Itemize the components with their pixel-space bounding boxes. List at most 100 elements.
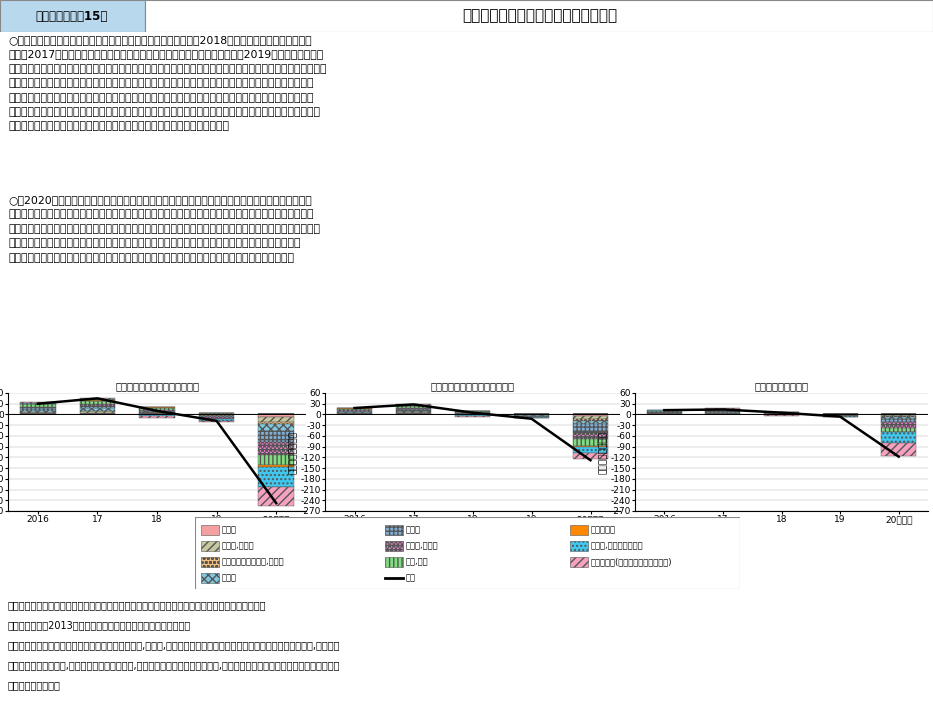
Bar: [20, 408, 56, 410]
Bar: [705, 408, 741, 409]
Bar: [573, 424, 608, 432]
Bar: [881, 422, 916, 428]
Bar: [199, 419, 234, 421]
Bar: [573, 453, 608, 459]
Bar: [573, 446, 608, 447]
Bar: [647, 412, 682, 413]
Bar: [396, 412, 431, 413]
Text: 医療,福祉: 医療,福祉: [406, 558, 428, 567]
Bar: [201, 541, 219, 551]
Bar: [573, 432, 608, 439]
Bar: [823, 416, 857, 417]
Bar: [201, 557, 219, 567]
Bar: [573, 421, 608, 424]
Text: 宿泊業,飲食サービス業: 宿泊業,飲食サービス業: [591, 541, 644, 551]
Bar: [881, 443, 916, 456]
Bar: [139, 413, 174, 415]
Bar: [139, 416, 174, 417]
Bar: [139, 412, 174, 413]
Bar: [199, 415, 234, 416]
Bar: [258, 467, 294, 486]
Bar: [454, 414, 490, 415]
Bar: [79, 400, 116, 401]
Text: 合計: 合計: [406, 573, 416, 582]
Bar: [201, 525, 219, 535]
Bar: [139, 415, 174, 416]
Bar: [139, 410, 174, 411]
Title: パートタイムを含む一般労働者: パートタイムを含む一般労働者: [115, 381, 199, 391]
Bar: [258, 441, 294, 455]
Bar: [881, 415, 916, 416]
Bar: [79, 410, 116, 411]
Bar: [573, 415, 608, 416]
Bar: [396, 404, 431, 405]
Bar: [396, 413, 431, 415]
Bar: [573, 447, 608, 453]
Bar: [79, 401, 116, 404]
Bar: [514, 415, 550, 416]
Bar: [881, 416, 916, 417]
Bar: [20, 412, 56, 413]
Text: 第１－（２）－15図: 第１－（２）－15図: [35, 9, 108, 23]
Bar: [881, 428, 916, 431]
Bar: [258, 486, 294, 506]
Text: サービス業(他に分類されないもの): サービス業(他に分類されないもの): [591, 558, 673, 567]
Bar: [396, 407, 431, 409]
Bar: [647, 411, 682, 412]
Text: ○　産業別の新規求人の動向を前年差でみると、一般労働者では2018年から、パートタイム労働者
　では2017年から、新規求人の前年からの増加幅は縮小傾向となって: ○ 産業別の新規求人の動向を前年差でみると、一般労働者では2018年から、パート…: [8, 35, 327, 131]
Bar: [385, 525, 403, 535]
Bar: [199, 417, 234, 419]
Bar: [570, 557, 588, 567]
Text: 卸売業,小売業: 卸売業,小売業: [406, 541, 439, 551]
Bar: [573, 419, 608, 421]
Bar: [705, 410, 741, 411]
Bar: [705, 409, 741, 410]
Bar: [79, 398, 116, 399]
Bar: [139, 407, 174, 410]
Bar: [20, 404, 56, 407]
Bar: [823, 415, 857, 416]
Bar: [201, 573, 219, 583]
Bar: [570, 525, 588, 535]
Bar: [764, 415, 799, 416]
Bar: [258, 424, 294, 431]
Text: （注）　１）2013年改定「日本標準産業分類」に基づく区分。: （注） １）2013年改定「日本標準産業分類」に基づく区分。: [8, 620, 191, 630]
Bar: [337, 414, 372, 415]
Bar: [573, 439, 608, 446]
Bar: [337, 410, 372, 412]
Bar: [570, 541, 588, 551]
Bar: [705, 411, 741, 412]
Text: 運輸業,郵便業: 運輸業,郵便業: [222, 541, 255, 551]
Bar: [20, 403, 56, 404]
Bar: [79, 408, 116, 410]
Bar: [145, 0, 933, 32]
Bar: [396, 406, 431, 407]
Bar: [20, 407, 56, 408]
Bar: [79, 399, 116, 400]
Bar: [258, 455, 294, 465]
Bar: [647, 410, 682, 411]
Bar: [705, 412, 741, 413]
Bar: [454, 412, 490, 413]
Bar: [454, 411, 490, 412]
Title: パートタイムを除く一般労働者: パートタイムを除く一般労働者: [430, 381, 514, 391]
Text: 情報通信業: 情報通信業: [591, 525, 616, 534]
Bar: [385, 541, 403, 551]
Bar: [139, 411, 174, 412]
Text: その他: その他: [222, 573, 237, 582]
Bar: [514, 416, 550, 417]
Bar: [337, 409, 372, 410]
Bar: [514, 417, 550, 418]
Bar: [79, 406, 116, 408]
Text: 製造業: 製造業: [406, 525, 421, 534]
Title: パートタイム労働者: パートタイム労働者: [755, 381, 809, 391]
Text: ○　2020年には、全ての産業において求人数が減少した。雇用形態別では、一般労働者については
「サービス業」「製造業」「卸売業，小売業」「医療，福祉」で、パート: ○ 2020年には、全ての産業において求人数が減少した。雇用形態別では、一般労働…: [8, 195, 320, 262]
Y-axis label: （前年差・万人）: （前年差・万人）: [288, 431, 298, 474]
Text: 「不動産業,物品賃貸業」「学術研究,専門・技術サービス業」「教育,学習支援業」「複合サービス事業」「公務」: 「不動産業,物品賃貸業」「学術研究,専門・技術サービス業」「教育,学習支援業」「…: [8, 660, 341, 670]
Bar: [20, 402, 56, 403]
Text: 産業別・雇用形態別の新規求人の動向: 産業別・雇用形態別の新規求人の動向: [463, 8, 618, 23]
Bar: [20, 413, 56, 415]
Bar: [881, 432, 916, 443]
Bar: [79, 404, 116, 406]
Text: 資料出所　厚生労働省「職業安定業務統計」をもとに厚生労働省政策統括官付政策統括室にて作成: 資料出所 厚生労働省「職業安定業務統計」をもとに厚生労働省政策統括官付政策統括室…: [8, 600, 267, 610]
